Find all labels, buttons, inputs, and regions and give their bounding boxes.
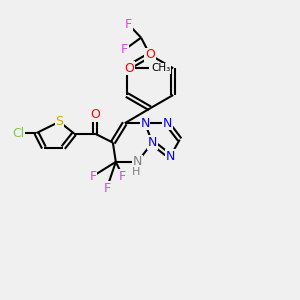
Text: N: N xyxy=(163,117,172,130)
Text: O: O xyxy=(90,108,100,122)
Text: F: F xyxy=(121,43,128,56)
Text: Cl: Cl xyxy=(13,127,25,140)
Text: F: F xyxy=(119,170,126,183)
Text: N: N xyxy=(133,155,142,168)
Text: F: F xyxy=(103,182,110,194)
Text: H: H xyxy=(132,167,140,177)
Text: N: N xyxy=(166,150,175,163)
Text: F: F xyxy=(89,170,97,183)
Text: N: N xyxy=(148,136,157,149)
Text: CH₃: CH₃ xyxy=(151,63,170,73)
Text: O: O xyxy=(124,62,134,75)
Text: F: F xyxy=(125,18,132,31)
Text: N: N xyxy=(140,117,150,130)
Text: O: O xyxy=(145,48,155,62)
Text: S: S xyxy=(55,115,63,128)
